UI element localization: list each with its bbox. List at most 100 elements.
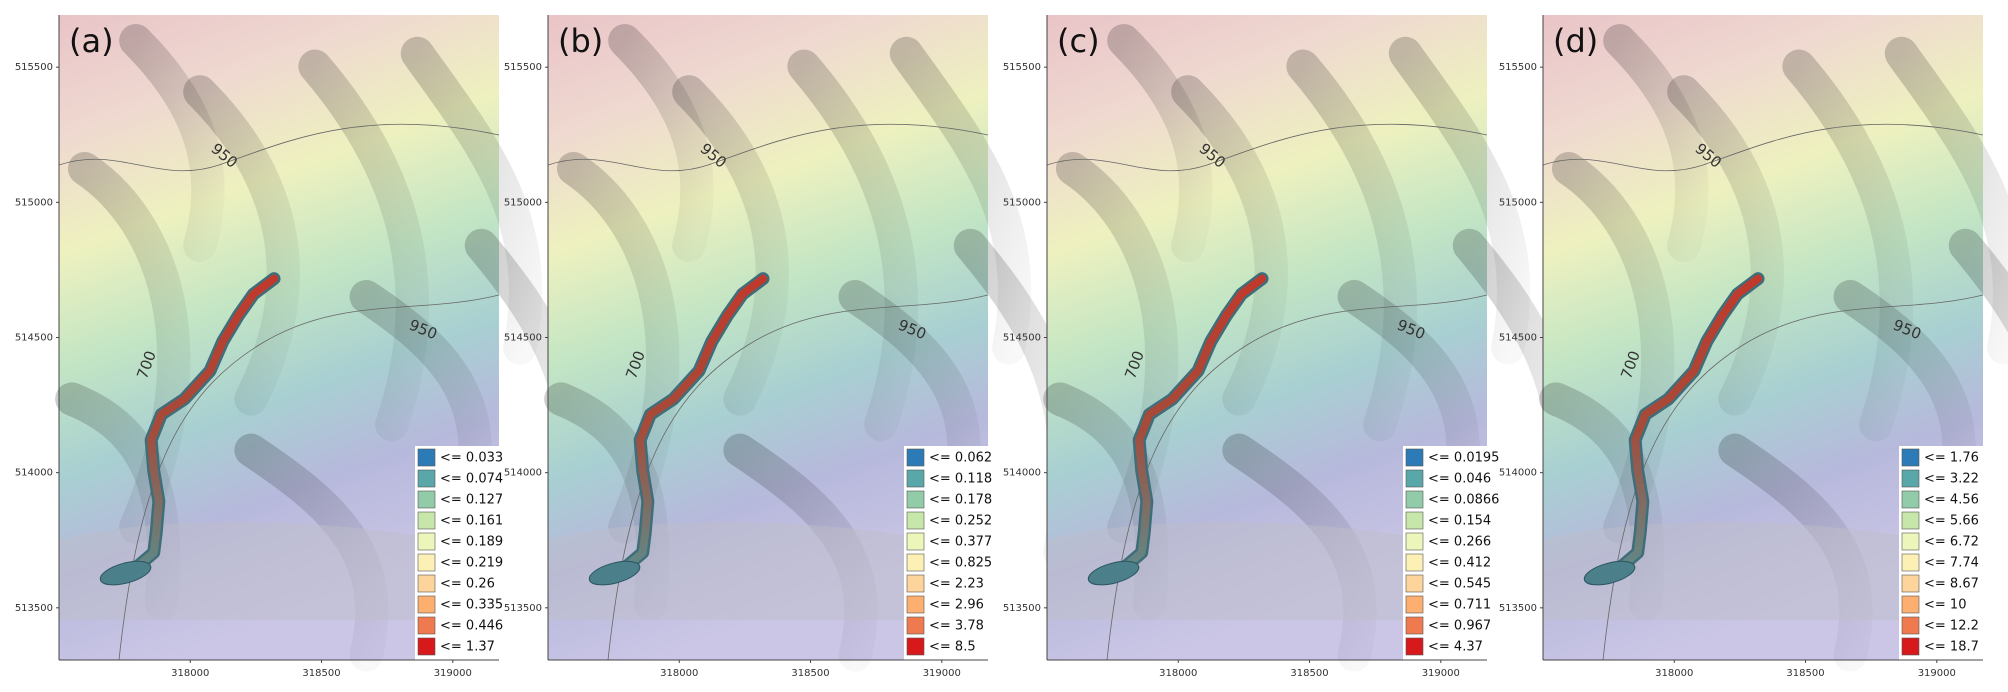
legend-swatch	[906, 595, 925, 614]
legend-label: <= 0.118	[929, 472, 992, 487]
legend-label: <= 0.127	[440, 493, 503, 508]
y-tick-label: 513500	[15, 603, 53, 614]
y-tick-label: 514000	[1003, 468, 1041, 479]
legend-label: <= 2.23	[929, 577, 984, 592]
legend-label: <= 18.7	[1924, 640, 1979, 655]
panel-label: (d)	[1553, 22, 1598, 60]
legend-swatch	[1405, 511, 1424, 530]
legend-swatch	[1405, 490, 1424, 509]
legend-label: <= 12.2	[1924, 619, 1979, 634]
hillshade	[183, 75, 300, 416]
legend-swatch	[417, 595, 436, 614]
legend-label: <= 0.154	[1428, 514, 1491, 529]
legend-label: <= 8.5	[929, 640, 976, 655]
legend-label: <= 0.0866	[1428, 493, 1499, 508]
hillshade	[787, 49, 919, 442]
legend-swatch	[417, 448, 436, 467]
hillshade	[1603, 23, 1709, 263]
legend-label: <= 8.67	[1924, 577, 1979, 592]
legend-label: <= 0.252	[929, 514, 992, 529]
legend-swatch	[417, 574, 436, 593]
legend-label: <= 0.0195	[1428, 451, 1499, 466]
legend-swatch	[417, 637, 436, 656]
hillshade	[119, 23, 225, 263]
legend-label: <= 1.37	[440, 640, 495, 655]
legend-swatch	[1901, 532, 1920, 551]
flow-path	[597, 274, 768, 583]
panel-label: (b)	[558, 22, 603, 60]
legend-swatch	[417, 490, 436, 509]
hillshade	[608, 23, 714, 263]
y-tick-label: 513500	[1499, 603, 1537, 614]
y-tick-label: 514500	[15, 333, 53, 344]
contour-line	[1046, 123, 1488, 172]
legend-swatch	[417, 532, 436, 551]
flow-path	[1592, 274, 1763, 583]
x-tick-label: 318500	[1786, 668, 1824, 679]
legend-label: <= 0.266	[1428, 535, 1491, 550]
hillshade	[1286, 49, 1418, 442]
hillshade	[1948, 228, 2008, 333]
y-tick-label: 514000	[1499, 468, 1537, 479]
legend-swatch	[1901, 574, 1920, 593]
hillshade	[1107, 23, 1213, 263]
flow-path	[108, 274, 279, 583]
panel-label: (a)	[69, 22, 114, 60]
panel-label: (c)	[1057, 22, 1100, 60]
legend-label: <= 6.72	[1924, 535, 1979, 550]
legend-swatch	[1901, 616, 1920, 635]
y-tick-label: 514500	[1499, 333, 1537, 344]
y-tick-label: 515500	[15, 62, 53, 73]
legend-label: <= 0.074	[440, 472, 503, 487]
legend-label: <= 0.062	[929, 451, 992, 466]
legend-swatch	[906, 448, 925, 467]
legend-label: <= 4.37	[1428, 640, 1483, 655]
legend-label: <= 0.825	[929, 556, 992, 571]
legend-swatch	[417, 469, 436, 488]
legend-label: <= 0.412	[1428, 556, 1491, 571]
y-tick-label: 513500	[1003, 603, 1041, 614]
legend-swatch	[417, 511, 436, 530]
legend-swatch	[906, 532, 925, 551]
legend-swatch	[906, 637, 925, 656]
legend-swatch	[1405, 532, 1424, 551]
legend-swatch	[1901, 448, 1920, 467]
y-tick-label: 515000	[15, 197, 53, 208]
x-tick-label: 319000	[1422, 668, 1460, 679]
contour-line	[58, 123, 500, 172]
legend-swatch	[1405, 595, 1424, 614]
x-tick-label: 319000	[923, 668, 961, 679]
x-tick-label: 319000	[1918, 668, 1956, 679]
x-tick-label: 318000	[1159, 668, 1197, 679]
y-tick-label: 513500	[504, 603, 542, 614]
legend-label: <= 7.74	[1924, 556, 1979, 571]
legend-swatch	[1901, 637, 1920, 656]
hillshade	[1782, 49, 1914, 442]
contour-line	[1602, 294, 1984, 661]
legend-label: <= 10	[1924, 598, 1966, 613]
y-tick-label: 515000	[1499, 197, 1537, 208]
legend-swatch	[1405, 553, 1424, 572]
legend-label: <= 5.66	[1924, 514, 1979, 529]
legend-label: <= 0.046	[1428, 472, 1491, 487]
legend-swatch	[906, 469, 925, 488]
x-tick-label: 318500	[1290, 668, 1328, 679]
legend-swatch	[906, 553, 925, 572]
hillshade	[298, 49, 430, 442]
legend-swatch	[1405, 637, 1424, 656]
hillshade	[1884, 36, 2008, 365]
valley-floor	[1047, 521, 1487, 620]
legend-label: <= 0.178	[929, 493, 992, 508]
legend-label: <= 0.033	[440, 451, 503, 466]
legend-swatch	[417, 553, 436, 572]
legend-swatch	[417, 616, 436, 635]
legend-swatch	[906, 574, 925, 593]
legend-label: <= 2.96	[929, 598, 984, 613]
legend-label: <= 0.335	[440, 598, 503, 613]
legend-label: <= 0.711	[1428, 598, 1491, 613]
x-tick-label: 318000	[171, 668, 209, 679]
legend-label: <= 0.26	[440, 577, 495, 592]
valley-floor	[548, 521, 988, 620]
